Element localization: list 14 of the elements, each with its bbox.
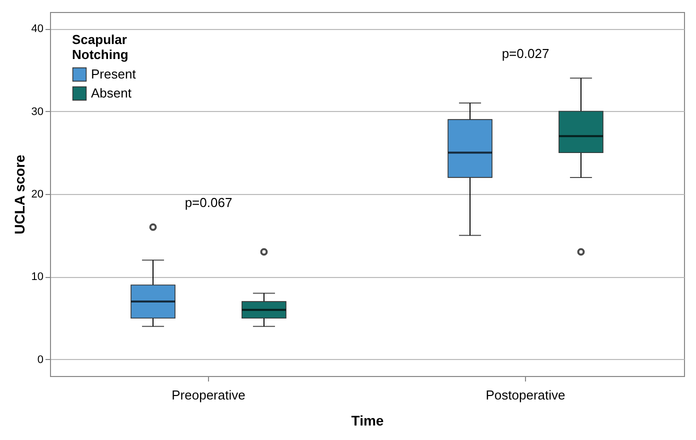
x-axis-title: Time	[351, 412, 384, 428]
legend-label: Present	[91, 66, 136, 82]
y-axis-title: UCLA score	[11, 154, 28, 234]
y-tick-label: 20	[31, 188, 44, 200]
annotation: p=0.067	[184, 195, 232, 210]
y-tick-label: 0	[37, 354, 44, 366]
x-tick-label: Postoperative	[486, 388, 566, 402]
legend-label: Absent	[91, 86, 132, 100]
annotation: p=0.027	[502, 46, 550, 62]
legend-title: Scapular Notching	[72, 32, 128, 62]
y-tick-label: 30	[31, 106, 44, 118]
y-tick-label: 10	[31, 271, 44, 284]
y-tick-label: 40	[31, 23, 44, 36]
x-tick-label: Preoperative	[172, 388, 246, 402]
